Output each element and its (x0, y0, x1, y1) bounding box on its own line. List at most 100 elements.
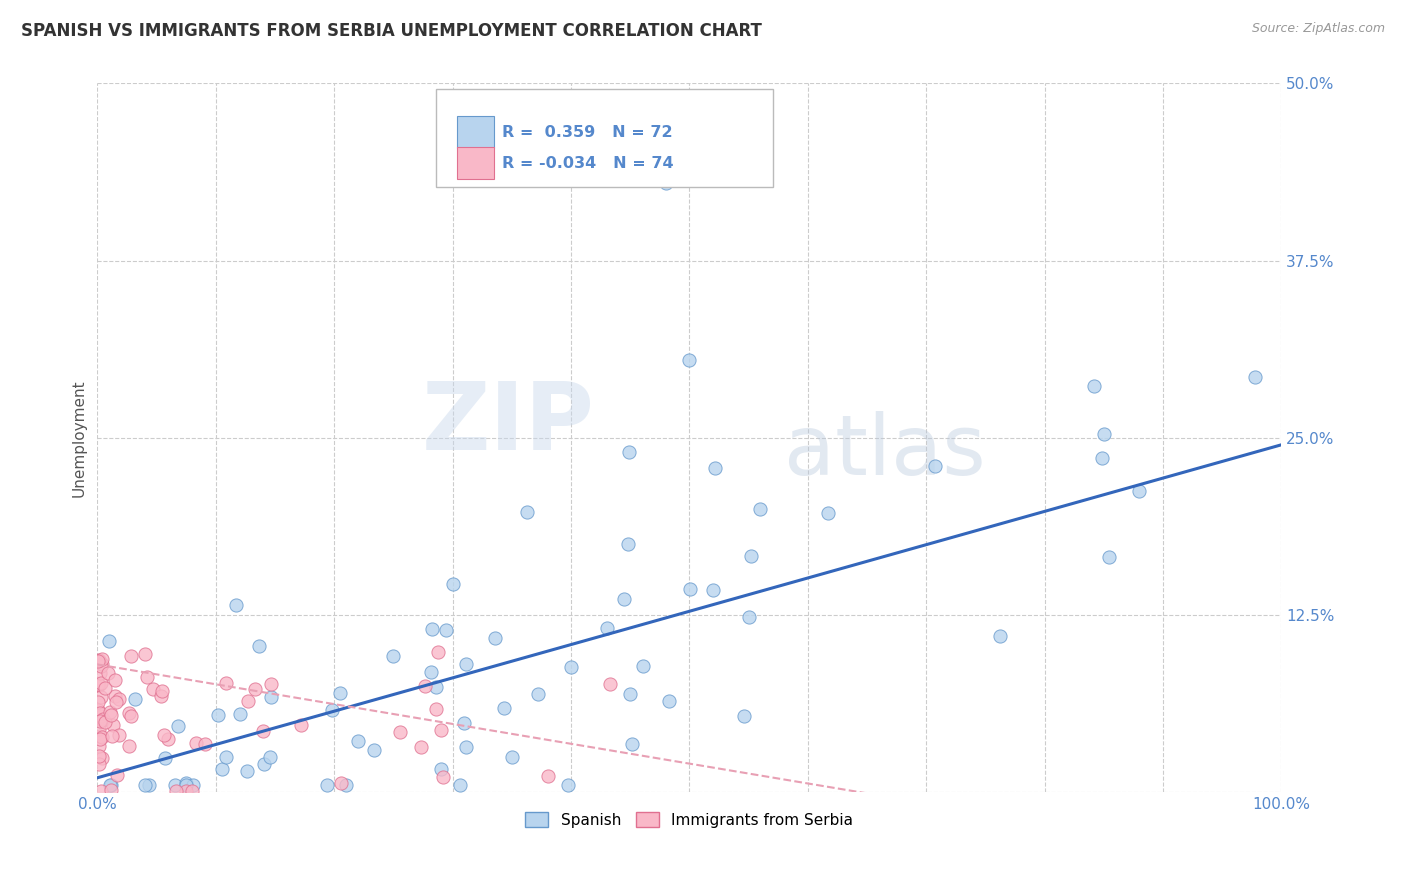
Point (215, 675, 238, 690)
Point (434, 623, 457, 637)
Point (180, 783, 202, 797)
Point (87, 676, 110, 690)
Point (420, 665, 443, 679)
Point (484, 631, 506, 645)
Point (165, 783, 187, 797)
Point (89, 729, 111, 743)
Point (658, 694, 681, 708)
Point (409, 740, 432, 755)
Point (236, 694, 259, 708)
Point (89, 678, 111, 692)
Point (87, 756, 110, 771)
Point (120, 709, 142, 723)
Point (181, 778, 204, 792)
Point (89, 714, 111, 729)
Point (501, 750, 523, 764)
Point (247, 639, 270, 653)
Point (620, 737, 643, 751)
Point (599, 677, 621, 691)
Point (150, 684, 173, 698)
Point (252, 724, 274, 739)
Point (124, 692, 146, 706)
Point (98, 705, 121, 719)
Point (91, 730, 114, 744)
Point (87, 654, 110, 668)
Point (449, 778, 471, 792)
Point (166, 719, 188, 733)
Point (87, 653, 110, 667)
Point (259, 750, 281, 764)
Point (733, 708, 755, 723)
Point (1090, 451, 1112, 466)
Point (1083, 379, 1105, 393)
Point (211, 763, 233, 777)
Point (441, 577, 464, 591)
Point (560, 660, 582, 674)
Text: atlas: atlas (785, 411, 986, 492)
Point (737, 609, 759, 624)
Point (429, 762, 451, 776)
Point (420, 622, 443, 636)
Point (107, 728, 129, 742)
Point (236, 764, 259, 779)
Text: SPANISH VS IMMIGRANTS FROM SERBIA UNEMPLOYMENT CORRELATION CHART: SPANISH VS IMMIGRANTS FROM SERBIA UNEMPL… (21, 22, 762, 40)
Point (215, 749, 238, 764)
Point (253, 757, 276, 772)
Point (90, 690, 112, 705)
Point (104, 673, 127, 688)
Point (91, 713, 114, 727)
Point (101, 717, 124, 731)
Point (193, 737, 215, 751)
Point (537, 769, 560, 783)
Point (118, 706, 141, 720)
Point (87, 739, 110, 753)
Point (229, 707, 252, 722)
Point (90, 676, 112, 690)
Point (613, 592, 636, 607)
Point (105, 695, 128, 709)
Point (89, 706, 111, 721)
Point (619, 445, 641, 459)
Point (91, 713, 114, 727)
Text: ZIP: ZIP (422, 377, 595, 469)
Point (117, 739, 139, 754)
Point (315, 778, 337, 792)
Point (740, 549, 762, 563)
Point (988, 630, 1011, 644)
Point (100, 708, 122, 723)
Point (456, 657, 478, 671)
Point (321, 703, 343, 717)
Y-axis label: Unemployment: Unemployment (72, 379, 86, 497)
Point (290, 718, 312, 732)
Point (654, 176, 676, 190)
Point (425, 702, 447, 716)
Point (426, 645, 449, 659)
Point (134, 778, 156, 792)
Point (679, 582, 702, 596)
Point (105, 767, 128, 781)
Point (817, 506, 839, 520)
Point (225, 598, 247, 612)
Point (138, 778, 160, 792)
Text: Source: ZipAtlas.com: Source: ZipAtlas.com (1251, 22, 1385, 36)
Text: R = -0.034   N = 74: R = -0.034 N = 74 (502, 156, 673, 170)
Point (430, 723, 453, 738)
Point (526, 687, 548, 701)
Point (90, 751, 112, 765)
Point (924, 458, 946, 473)
Point (702, 583, 724, 598)
Point (453, 715, 475, 730)
Point (174, 783, 197, 797)
Point (142, 682, 165, 697)
Point (347, 734, 370, 748)
Point (1128, 483, 1150, 498)
Point (678, 352, 700, 367)
Point (150, 689, 173, 703)
Point (89, 732, 111, 747)
Point (1092, 426, 1115, 441)
Point (93, 715, 115, 730)
Point (413, 679, 436, 693)
Point (388, 725, 411, 739)
Point (165, 778, 187, 792)
Point (454, 739, 477, 754)
